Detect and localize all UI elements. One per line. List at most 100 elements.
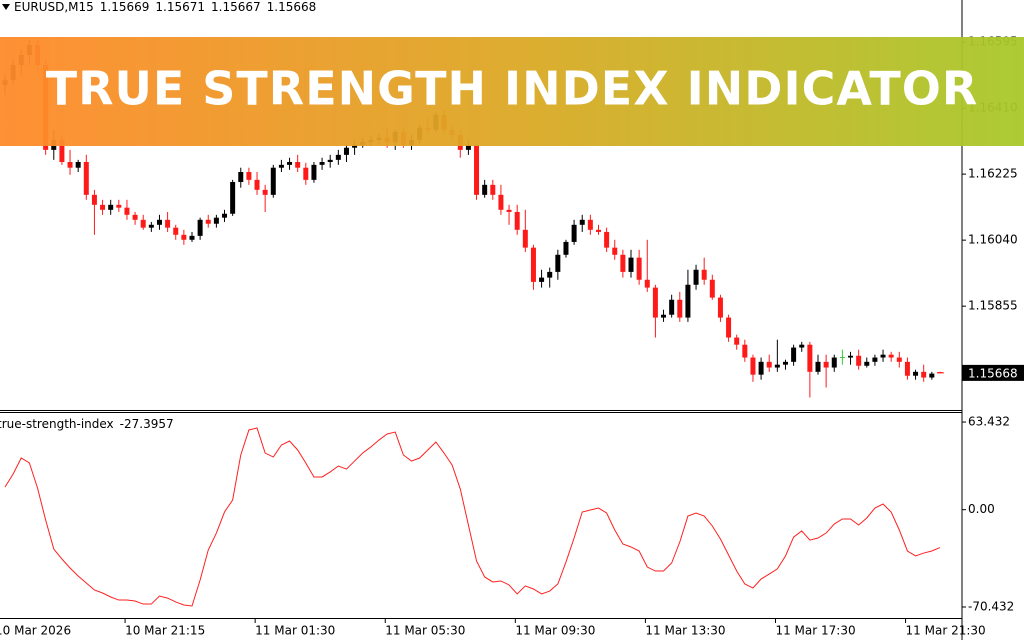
x-tick-label: 10 Mar 21:15 (125, 624, 205, 638)
candle-body (91, 194, 97, 205)
y-tick-label: 1.15855 (968, 299, 1018, 313)
candle-body (67, 162, 73, 168)
candle-body (685, 284, 691, 318)
candle-body (498, 194, 504, 210)
candle-body (693, 269, 699, 285)
candle-body (474, 144, 480, 195)
candle-body (116, 204, 122, 208)
candle-body (148, 224, 154, 228)
high-price: 1.15671 (155, 0, 205, 14)
candle-body (270, 167, 276, 195)
candle-body (539, 277, 545, 282)
candle-body (352, 144, 358, 148)
banner: TRUE STRENGTH INDEX INDICATOR (0, 37, 1024, 146)
candle-body (254, 179, 260, 190)
candle-body (661, 314, 667, 318)
candle-body (100, 204, 106, 210)
candle-body (482, 184, 488, 195)
low-price: 1.15667 (211, 0, 261, 14)
candle-body (173, 227, 179, 235)
candle-body (490, 184, 496, 195)
y-tick-label: 1.16040 (968, 233, 1018, 247)
candle-body (872, 357, 878, 362)
candle-body (181, 234, 187, 240)
candle-body (189, 235, 195, 240)
candle-body (742, 344, 748, 358)
candle-body (888, 354, 894, 358)
banner-title: TRUE STRENGTH INDEX INDICATOR (46, 62, 979, 116)
candle-body (701, 269, 707, 280)
candle-body (311, 164, 317, 180)
candle-body (278, 164, 284, 168)
x-tick-label: 11 Mar 05:30 (385, 624, 465, 638)
banner-background (0, 37, 1024, 146)
candle-body (343, 147, 349, 155)
candle-body (83, 162, 89, 195)
candle-body (604, 231, 610, 248)
candle-body (856, 355, 862, 366)
candle-body (514, 211, 520, 230)
candle-body (506, 209, 512, 212)
candle-body (726, 317, 732, 338)
candle-body (677, 299, 683, 318)
candle-body (238, 171, 244, 182)
candle-body (815, 361, 821, 372)
candle-body (587, 219, 593, 230)
candle-body (522, 229, 528, 248)
candle-body (295, 162, 301, 168)
candle-body (896, 357, 902, 362)
x-tick-label: 11 Mar 09:30 (515, 624, 595, 638)
x-tick-label: 11 Mar 21:30 (906, 624, 986, 638)
candle-body (327, 159, 333, 163)
candle-body (782, 361, 788, 365)
candle-body (530, 247, 536, 282)
candle-body (880, 354, 886, 358)
candle-body (807, 344, 813, 372)
candle-body (465, 144, 471, 150)
collapse-icon (2, 4, 10, 10)
candle-body (75, 162, 81, 168)
candle-body (709, 279, 715, 298)
candle-body (262, 189, 268, 195)
close-price: 1.15668 (267, 0, 317, 14)
candle-body (644, 279, 650, 288)
candle-body (750, 357, 756, 375)
candle-body (799, 344, 805, 348)
candle-body (734, 337, 740, 345)
candle-body (132, 214, 138, 220)
candle-body (205, 219, 211, 224)
indicator-value: -27.3957 (120, 417, 174, 431)
candle-body (230, 181, 236, 214)
candle-body (165, 219, 171, 228)
candle-body (319, 162, 325, 165)
chart-header: EURUSD,M15 1.15669 1.15671 1.15667 1.15668 (14, 0, 316, 14)
candle-body (921, 371, 927, 378)
candle-body (140, 219, 146, 228)
candle-body (628, 257, 634, 272)
candle-body (904, 361, 910, 376)
candle-body (758, 361, 764, 375)
candle-body (831, 357, 837, 368)
y-tick-label: 63.432 (968, 415, 1010, 429)
candle-body (555, 254, 561, 272)
candle-body (246, 171, 252, 180)
candle-body (156, 219, 162, 225)
candle-body (766, 361, 772, 368)
candle-body (108, 204, 114, 210)
candle-body (287, 162, 293, 165)
candle-body (547, 271, 553, 278)
candle-body (791, 347, 797, 362)
candle-body (636, 257, 642, 280)
current-price-label: 1.15668 (968, 366, 1018, 380)
current-price-box (962, 364, 1024, 381)
candle-body (335, 154, 341, 160)
x-tick-label: 11 Mar 13:30 (645, 624, 725, 638)
x-tick-label: 11 Mar 01:30 (255, 624, 335, 638)
candle-body (612, 247, 618, 255)
candle-body (59, 139, 65, 163)
indicator-name: true-strength-index (0, 417, 114, 431)
x-tick-label: 11 Mar 17:30 (775, 624, 855, 638)
y-tick-label: -70.432 (968, 599, 1014, 613)
candle-body (563, 241, 569, 255)
